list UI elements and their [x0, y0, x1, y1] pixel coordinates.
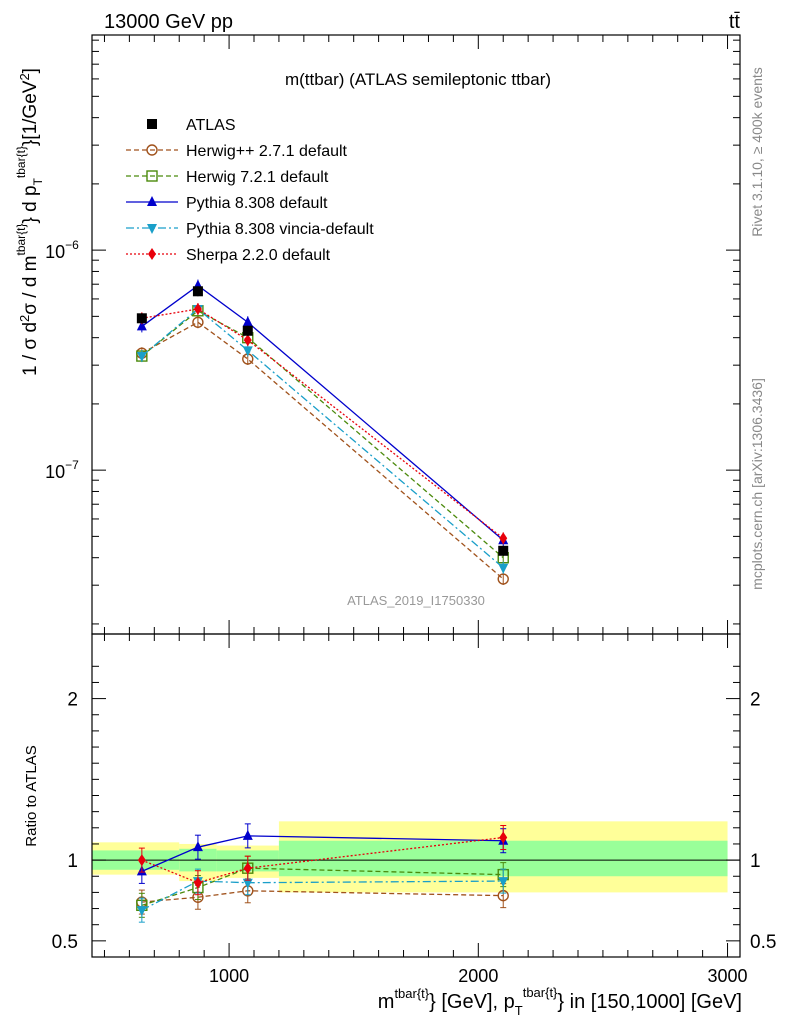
- ratio-frame: [91, 633, 741, 958]
- marker: [242, 878, 253, 889]
- ratio-y-tick-label-right: 2: [750, 690, 761, 711]
- series-line: [141, 308, 504, 539]
- legend-label: Herwig 7.2.1 default: [186, 169, 329, 186]
- marker: [146, 144, 158, 156]
- marker: [147, 224, 157, 234]
- x-tick-label: 2000: [458, 966, 498, 986]
- marker: [193, 303, 202, 316]
- ratio-y-axis-label: Ratio to ATLAS: [23, 745, 40, 846]
- header-final-state: tt̄: [729, 11, 741, 33]
- series-line: [141, 308, 504, 569]
- marker: [243, 862, 252, 875]
- ratio-series-line: [141, 836, 504, 884]
- marker: [147, 119, 157, 129]
- ratio-series-line: [141, 890, 504, 903]
- analysis-watermark: ATLAS_2019_I1750330: [347, 593, 485, 608]
- marker: [243, 334, 252, 347]
- x-tick-label: 1000: [209, 966, 249, 986]
- legend-label: Pythia 8.308 default: [186, 195, 328, 212]
- mcplots-label: mcplots.cern.ch [arXiv:1306.3436]: [749, 378, 765, 590]
- marker: [136, 352, 147, 363]
- marker: [242, 316, 253, 327]
- chart-title: m(ttbar) (ATLAS semileptonic ttbar): [285, 70, 551, 89]
- marker: [192, 286, 203, 297]
- main-y-axis-label: 1 / σ d2σ / d mtbar{t}} d pTtbar{t}}[1/G…: [14, 68, 45, 376]
- legend-label: ATLAS: [186, 117, 236, 134]
- series-line: [141, 310, 504, 559]
- legend-label: Pythia 8.308 vincia-default: [186, 221, 374, 238]
- ratio-y-tick-label: 0.5: [52, 932, 78, 953]
- main-y-tick-label: 10−7: [45, 458, 79, 482]
- ratio-series-line: [141, 867, 504, 906]
- ratio-y-tick-label-right: 1: [750, 851, 761, 872]
- ratio-panel-series: [136, 823, 509, 923]
- ratio-y-tick-label-right: 0.5: [750, 932, 776, 953]
- legend-label: Sherpa 2.2.0 default: [186, 247, 331, 264]
- marker: [137, 854, 146, 867]
- marker: [498, 545, 509, 556]
- marker: [498, 563, 509, 574]
- marker: [242, 325, 253, 336]
- ratio-series-line: [141, 835, 504, 873]
- marker: [242, 346, 253, 357]
- marker: [146, 170, 158, 182]
- rivet-label: Rivet 3.1.10, ≥ 400k events: [749, 67, 765, 237]
- header-process: 13000 GeV pp: [104, 11, 233, 33]
- main-panel-series: [136, 279, 509, 586]
- legend: ATLAS Herwig++ 2.7.1 default Herwig 7.2.1 …: [126, 117, 374, 264]
- ratio-y-tick-label: 1: [67, 851, 78, 872]
- marker: [499, 532, 508, 545]
- ratio-series-line: [141, 880, 504, 911]
- marker: [136, 313, 147, 324]
- x-axis-label: mtbar{t}} [GeV], pTtbar{t}} in [150,1000…: [378, 985, 742, 1018]
- marker: [242, 829, 253, 840]
- marker: [193, 876, 202, 889]
- series-line: [141, 321, 504, 580]
- main-y-tick-label: 10−6: [45, 238, 79, 262]
- svg-text:mtbar{t}} [GeV], pTtbar{t}} in: mtbar{t}} [GeV], pTtbar{t}} in [150,1000…: [378, 985, 742, 1018]
- marker: [498, 877, 509, 888]
- marker: [147, 196, 157, 206]
- ratio-y-tick-label: 2: [67, 690, 78, 711]
- marker: [497, 573, 509, 585]
- marker: [192, 316, 204, 328]
- marker: [499, 831, 508, 844]
- x-tick-label: 3000: [708, 966, 748, 986]
- marker: [136, 320, 147, 331]
- series-line: [141, 284, 504, 541]
- marker: [192, 841, 203, 852]
- svg-text:1 / σ d2σ / d mtbar{t}} d pTt: 1 / σ d2σ / d mtbar{t}} d pTtbar{t}}[1/G…: [14, 68, 45, 376]
- legend-label: Herwig++ 2.7.1 default: [186, 143, 348, 160]
- marker: [148, 248, 156, 260]
- marker: [136, 906, 147, 917]
